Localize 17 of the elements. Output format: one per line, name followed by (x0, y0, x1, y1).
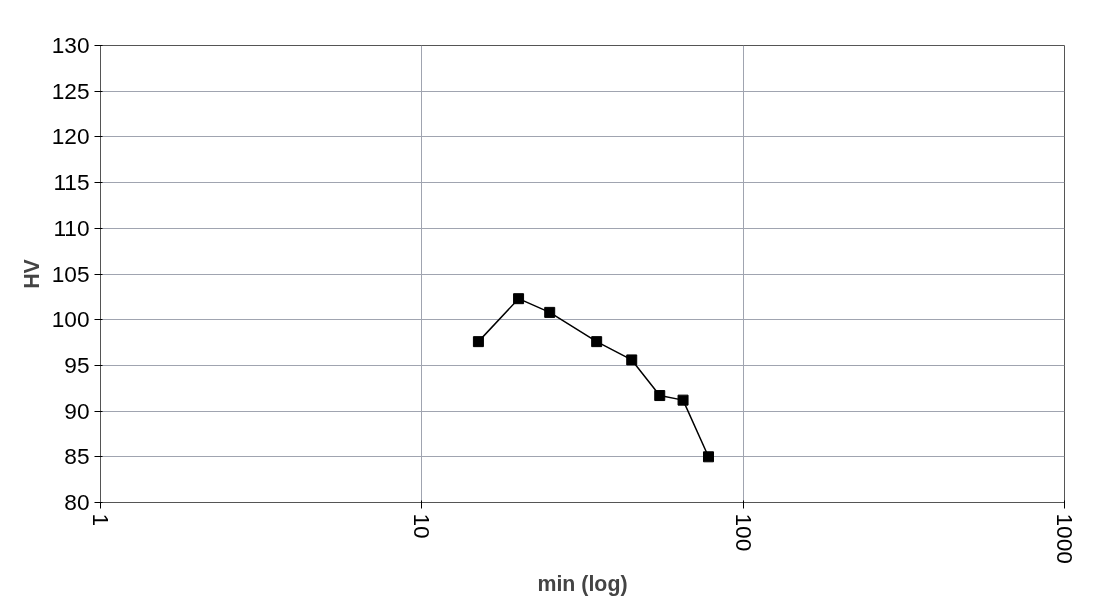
y-tick-label: 115 (53, 169, 90, 196)
x-tick-label: 100 (730, 513, 757, 552)
y-tick-label: 125 (51, 77, 90, 104)
y-tick-label: 100 (51, 306, 90, 333)
y-tick-label: 130 (51, 32, 90, 58)
y-tick-label: 105 (51, 260, 90, 287)
y-tick-label: 85 (64, 443, 90, 470)
x-tick-label: 1000 (1052, 513, 1078, 564)
y-tick-label: 90 (64, 397, 90, 424)
y-tick-label: 80 (64, 489, 90, 515)
x-axis-title: min (log) (537, 571, 628, 596)
x-tick-label: 10 (409, 513, 436, 539)
x-tick-label: 1 (88, 513, 114, 527)
y-tick-label: 120 (51, 123, 90, 150)
y-tick-label: 95 (64, 351, 90, 378)
y-tick-label: 110 (53, 214, 90, 241)
y-axis-title: HV (19, 258, 44, 289)
